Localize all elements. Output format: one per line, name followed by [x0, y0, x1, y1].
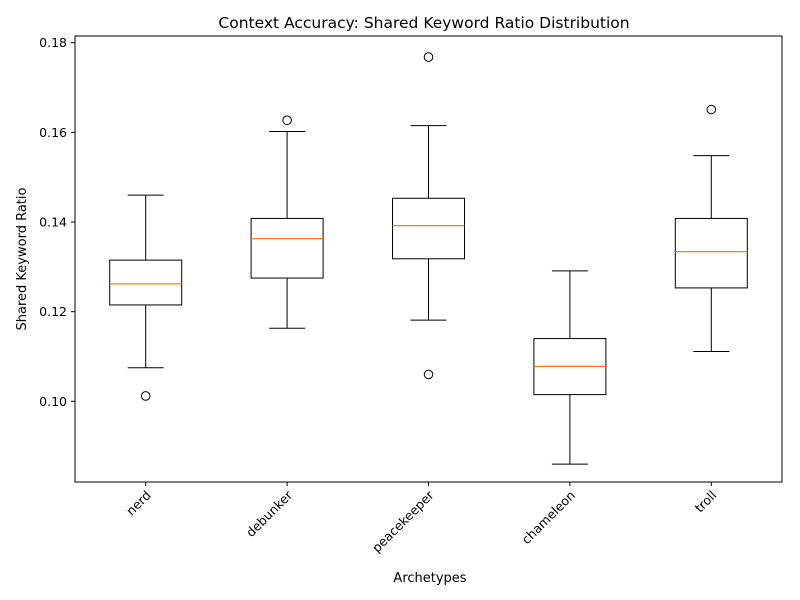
outlier-peacekeeper-0	[423, 52, 434, 62]
box-nerd	[109, 259, 183, 306]
x-tick-label-chameleon: chameleon	[519, 488, 578, 547]
y-tick-label: 0.16	[39, 125, 67, 140]
chart-title: Context Accuracy: Shared Keyword Ratio D…	[218, 14, 629, 32]
outlier-peacekeeper-1	[423, 369, 434, 380]
box-troll	[674, 217, 748, 289]
outlier-debunker-0	[282, 115, 292, 126]
x-axis-label: Archetypes	[393, 571, 466, 586]
outlier-nerd-0	[140, 391, 151, 401]
y-axis-label: Shared Keyword Ratio	[15, 187, 30, 330]
outlier-troll-0	[706, 104, 717, 115]
x-tick-label-peacekeeper: peacekeeper	[369, 487, 437, 555]
y-tick-label: 0.18	[39, 35, 67, 50]
plot-area: 0.10 0.12 0.14 0.16 0.18 nerd debunker peacekee…	[39, 35, 783, 555]
y-tick-label: 0.12	[39, 304, 67, 319]
x-tick-label-nerd: nerd	[123, 488, 154, 519]
y-tick-label: 0.10	[39, 394, 67, 409]
box-debunker	[250, 217, 324, 279]
y-tick-label: 0.14	[39, 215, 67, 230]
x-tick-label-debunker: debunker	[243, 487, 296, 540]
box-peacekeeper	[392, 197, 465, 260]
x-tick-label-troll: troll	[692, 488, 720, 516]
